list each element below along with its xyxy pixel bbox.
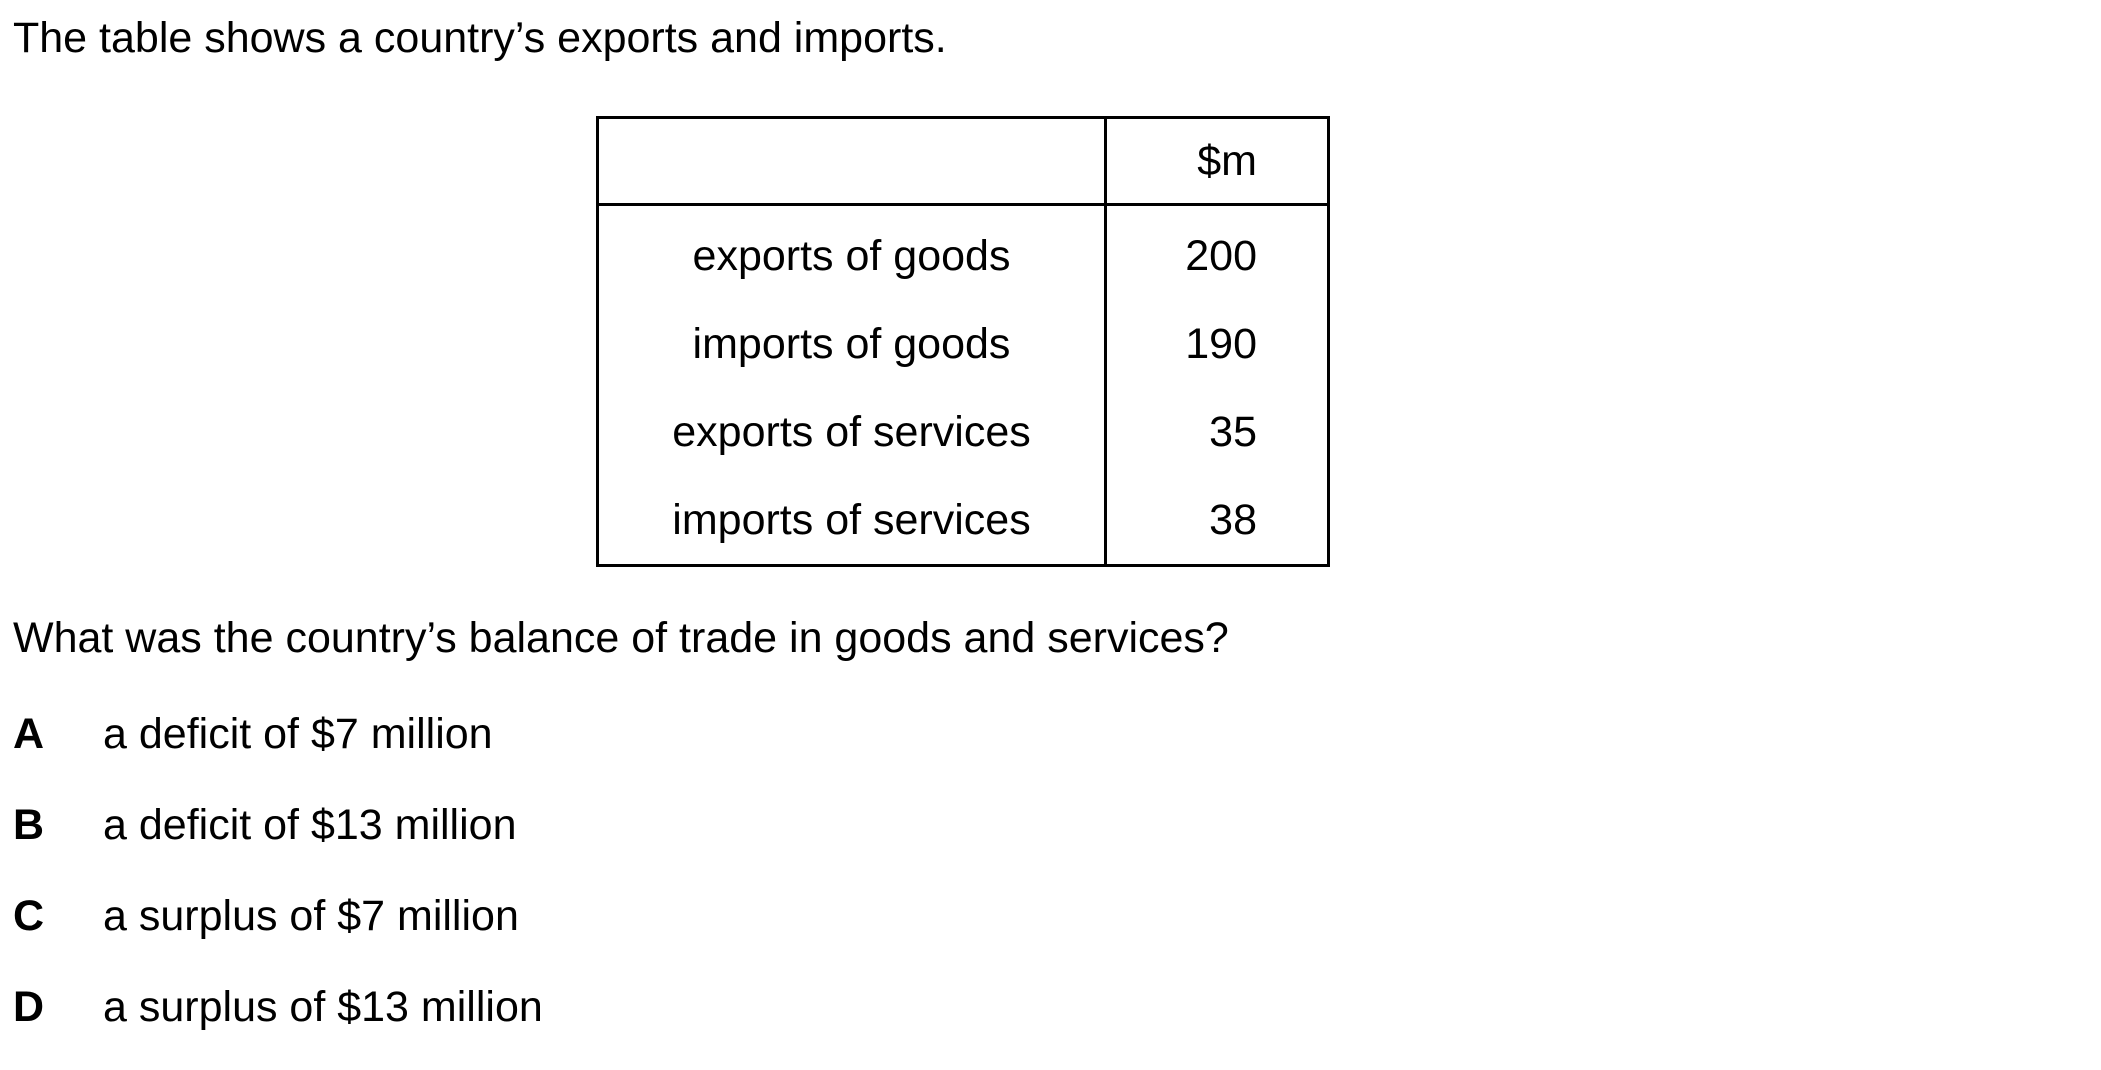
- option-b[interactable]: B a deficit of $13 million: [13, 797, 543, 888]
- option-letter: D: [13, 983, 45, 1031]
- row-value: 38: [1209, 495, 1257, 544]
- header-label-cell: [596, 116, 1107, 206]
- table-row: imports of goods 190: [596, 300, 1330, 388]
- question-text: What was the country’s balance of trade …: [13, 614, 1229, 662]
- table-row: exports of services 35: [596, 388, 1330, 476]
- option-letter: C: [13, 892, 45, 940]
- header-unit-cell: $m: [1104, 116, 1330, 206]
- trade-table: $m exports of goods 200 imports of goods…: [596, 116, 1330, 567]
- row-value-cell: 190: [1104, 300, 1330, 388]
- row-label: imports of goods: [596, 300, 1107, 388]
- row-value-cell: 38: [1104, 476, 1330, 567]
- row-label: exports of goods: [596, 204, 1107, 300]
- row-label: imports of services: [596, 476, 1107, 567]
- row-label: exports of services: [596, 388, 1107, 476]
- option-text: a surplus of $7 million: [103, 892, 519, 940]
- row-value-cell: 200: [1104, 204, 1330, 300]
- row-value-cell: 35: [1104, 388, 1330, 476]
- option-text: a surplus of $13 million: [103, 983, 543, 1031]
- table-header-row: $m: [596, 116, 1330, 206]
- unit-label: $m: [1197, 136, 1257, 185]
- option-c[interactable]: C a surplus of $7 million: [13, 888, 543, 979]
- option-text: a deficit of $7 million: [103, 710, 493, 758]
- option-d[interactable]: D a surplus of $13 million: [13, 979, 543, 1070]
- row-value: 200: [1185, 231, 1257, 280]
- answer-options: A a deficit of $7 million B a deficit of…: [13, 706, 543, 1070]
- intro-text: The table shows a country’s exports and …: [13, 14, 947, 62]
- option-text: a deficit of $13 million: [103, 801, 517, 849]
- option-a[interactable]: A a deficit of $7 million: [13, 706, 543, 797]
- row-value: 35: [1209, 407, 1257, 456]
- option-letter: A: [13, 710, 45, 758]
- option-letter: B: [13, 801, 45, 849]
- table-row: imports of services 38: [596, 476, 1330, 567]
- table-row: exports of goods 200: [596, 204, 1330, 300]
- row-value: 190: [1185, 319, 1257, 368]
